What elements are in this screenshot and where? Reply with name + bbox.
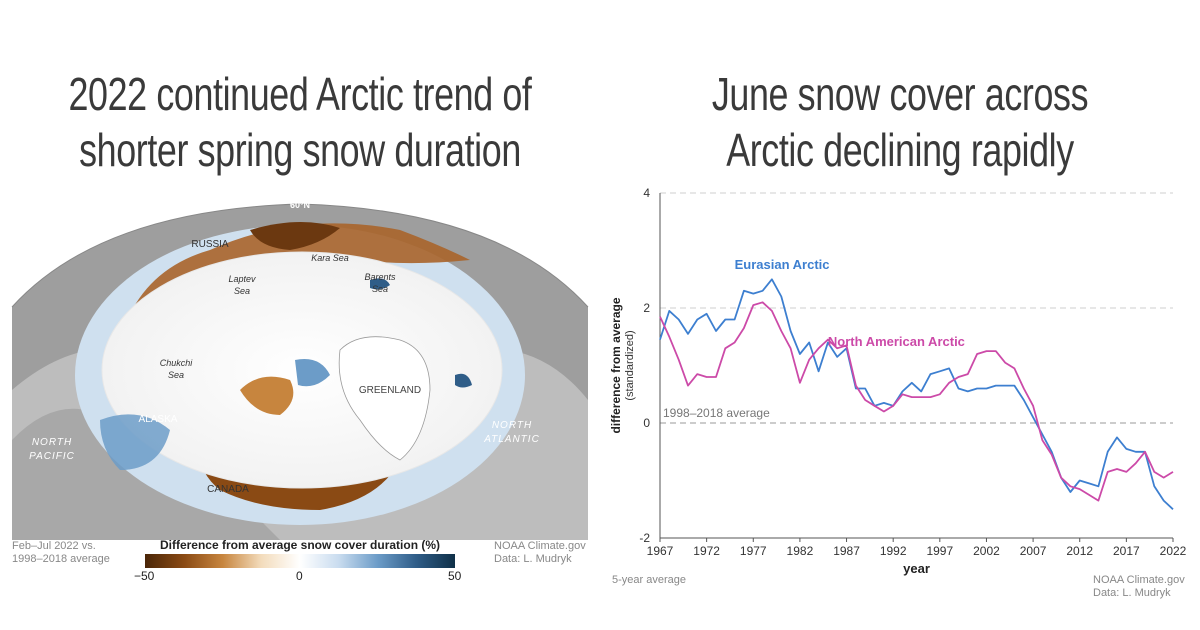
chart-credit-line-2: Data: L. Mudryk xyxy=(1093,587,1171,599)
map-credit: NOAA Climate.gov Data: L. Mudryk xyxy=(494,540,586,566)
legend-title: Difference from average snow cover durat… xyxy=(159,538,441,552)
right-title-line-1: June snow cover across xyxy=(711,68,1089,120)
series-line-north-american-arctic xyxy=(659,301,1174,502)
y-axis-label-line-2: (standardized) xyxy=(624,330,636,400)
chukchi-sea-label-1: Chukchi xyxy=(160,358,194,368)
period-note-line-2: 1998–2018 average xyxy=(12,553,110,565)
map-period-note: Feb–Jul 2022 vs. 1998–2018 average xyxy=(12,540,110,566)
north-atlantic-label-1: NORTH xyxy=(492,420,532,431)
x-tick-label: 1967 xyxy=(647,544,674,558)
north-pacific-label-1: NORTH xyxy=(32,437,72,448)
archipelago-land xyxy=(240,376,294,415)
x-tick-label: 1987 xyxy=(833,544,860,558)
legend-mid-label: 0 xyxy=(296,569,303,583)
series-label-eurasian-arctic: Eurasian Arctic xyxy=(735,257,830,272)
x-tick-label: 1982 xyxy=(787,544,814,558)
period-note-line-1: Feb–Jul 2022 vs. xyxy=(12,540,96,552)
map-credit-line-1: NOAA Climate.gov xyxy=(494,540,586,552)
svalbard-land xyxy=(370,278,390,290)
barents-sea-label-2: Sea xyxy=(372,284,388,294)
left-title-line-1: 2022 continued Arctic trend of xyxy=(68,68,532,120)
x-tick-label: 2002 xyxy=(973,544,1000,558)
latitude-label: 60°N xyxy=(290,200,310,210)
map-credit-line-2: Data: L. Mudryk xyxy=(494,553,572,565)
series-line-eurasian-arctic xyxy=(659,278,1174,510)
alaska-surplus-area xyxy=(100,414,170,470)
chart-grid xyxy=(660,192,1173,424)
siberia-deficit-core xyxy=(250,221,340,250)
canada-label: CANADA xyxy=(207,484,249,495)
legend-max-label: 50 xyxy=(448,569,462,583)
snow-cover-line-chart: -2 0 2 4 1967 1972 1977 1982 1987 1992 1997 2002 200… xyxy=(609,186,1187,576)
chart-text: -2 0 2 4 1967 1972 1977 1982 1987 1992 1997 2002 200… xyxy=(609,186,1187,576)
reference-line-label: 1998–2018 average xyxy=(663,406,770,420)
laptev-sea-label-1: Laptev xyxy=(228,274,256,284)
greenland-label: GREENLAND xyxy=(359,385,421,396)
y-tick-label: -2 xyxy=(639,531,650,545)
laptev-sea-label-2: Sea xyxy=(234,286,250,296)
legend-color-bar xyxy=(145,554,455,568)
x-tick-label: 2017 xyxy=(1113,544,1140,558)
ellesmere-land xyxy=(295,359,330,387)
greenland-land xyxy=(338,336,431,461)
x-tick-label: 2007 xyxy=(1020,544,1047,558)
iceland-land xyxy=(455,373,472,388)
x-tick-label: 1977 xyxy=(740,544,767,558)
y-tick-label: 2 xyxy=(643,301,650,315)
north-atlantic-label-2: ATLANTIC xyxy=(483,434,540,445)
kara-sea-label: Kara Sea xyxy=(311,253,349,263)
arctic-snow-map: 60°N RUSSIA Kara Sea Laptev Sea Barents … xyxy=(11,200,589,540)
chukchi-sea-label-2: Sea xyxy=(168,370,184,380)
left-title-line-2: shorter spring snow duration xyxy=(79,124,521,176)
y-tick-label: 4 xyxy=(643,186,650,200)
right-title-line-2: Arctic declining rapidly xyxy=(726,124,1074,176)
map-legend: Difference from average snow cover durat… xyxy=(134,538,462,584)
alaska-label: ALASKA xyxy=(139,414,178,425)
chart-footnote: 5-year average xyxy=(612,574,686,586)
x-axis-label: year xyxy=(903,561,930,576)
chart-credit-line-1: NOAA Climate.gov xyxy=(1093,574,1185,586)
y-tick-label: 0 xyxy=(643,416,650,430)
y-axis-label-line-1: difference from average xyxy=(609,297,623,433)
globe-edge xyxy=(11,203,589,308)
x-tick-label: 1997 xyxy=(926,544,953,558)
right-panel-title: June snow cover across Arctic declining … xyxy=(635,66,1165,178)
russia-label: RUSSIA xyxy=(191,239,229,250)
north-pacific-label-2: PACIFIC xyxy=(29,451,75,462)
chart-lines xyxy=(659,278,1174,510)
legend-min-label: −50 xyxy=(134,569,155,583)
barents-sea-label-1: Barents xyxy=(364,272,396,282)
x-tick-label: 2022 xyxy=(1160,544,1187,558)
series-label-north-american-arctic: North American Arctic xyxy=(828,334,965,349)
x-tick-label: 1972 xyxy=(693,544,720,558)
left-panel-title: 2022 continued Arctic trend of shorter s… xyxy=(35,66,565,178)
eurasia-deficit-area xyxy=(120,223,470,360)
x-tick-label: 2012 xyxy=(1066,544,1093,558)
x-tick-label: 1992 xyxy=(880,544,907,558)
chart-axes xyxy=(659,193,1174,542)
chart-credit: NOAA Climate.gov Data: L. Mudryk xyxy=(1093,574,1185,600)
